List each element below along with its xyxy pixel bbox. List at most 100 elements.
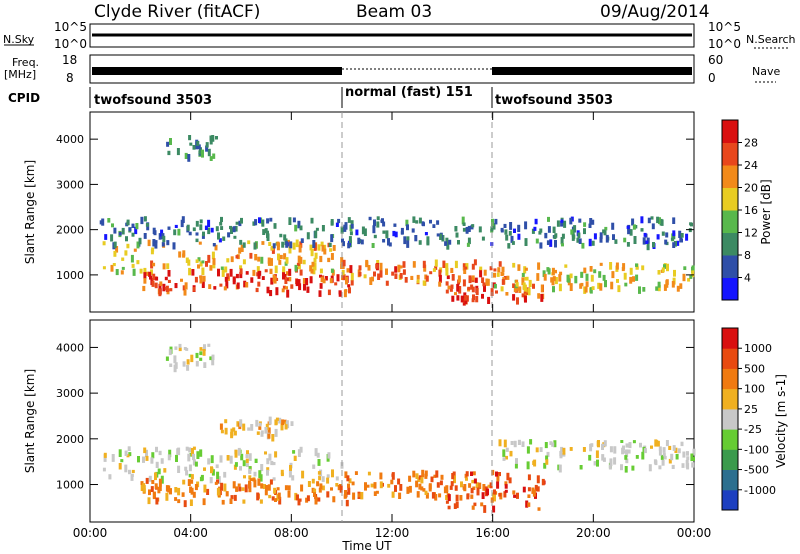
data-pixel [360, 492, 364, 500]
data-pixel [238, 486, 242, 492]
data-pixel [330, 487, 333, 491]
colorbar-swatch [722, 429, 738, 450]
velocity-panel: 1000 2000 3000 4000 Slant Range [km] 1000 50… [23, 319, 788, 523]
data-pixel [196, 451, 200, 459]
data-pixel [281, 419, 285, 426]
y-tick-label: 3000 [56, 387, 84, 400]
data-pixel [675, 453, 679, 460]
data-pixel [167, 279, 171, 283]
data-pixel [348, 236, 352, 244]
colorbar-tick-label: 16 [744, 204, 758, 217]
data-pixel [504, 484, 508, 489]
data-pixel [310, 248, 314, 257]
data-pixel [103, 452, 107, 458]
data-pixel [425, 492, 429, 499]
data-pixel [152, 491, 156, 498]
data-pixel [158, 450, 162, 456]
data-pixel [645, 240, 649, 244]
data-pixel [671, 464, 675, 469]
velocity-y-ticks: 1000 2000 3000 4000 [56, 341, 694, 492]
data-pixel [347, 242, 351, 249]
data-pixel [324, 276, 328, 281]
data-pixel [536, 273, 540, 281]
data-pixel [211, 469, 215, 476]
data-pixel [527, 474, 531, 481]
data-pixel [552, 286, 555, 293]
data-pixel [241, 487, 245, 491]
data-pixel [390, 479, 394, 485]
data-pixel [169, 488, 172, 495]
data-pixel [270, 245, 274, 251]
data-pixel [652, 242, 655, 248]
data-pixel [219, 455, 223, 463]
data-pixel [260, 256, 264, 264]
data-pixel [199, 347, 203, 351]
data-pixel [661, 231, 665, 236]
data-pixel [345, 276, 348, 285]
data-pixel [180, 219, 184, 228]
data-pixel [192, 459, 196, 466]
data-pixel [569, 447, 573, 451]
data-pixel [250, 424, 254, 431]
data-pixel [536, 486, 540, 492]
data-pixel [242, 423, 246, 431]
data-pixel [264, 269, 268, 273]
data-pixel [397, 264, 401, 273]
data-pixel [130, 254, 134, 263]
data-pixel [471, 298, 475, 303]
data-pixel [151, 280, 155, 287]
data-pixel [438, 275, 442, 283]
data-pixel [544, 442, 548, 449]
data-pixel [458, 286, 462, 294]
colorbar-swatch [722, 469, 738, 491]
data-pixel [159, 281, 163, 286]
data-pixel [155, 461, 159, 468]
data-pixel [160, 229, 164, 237]
data-pixel [466, 242, 470, 247]
data-pixel [244, 484, 248, 493]
data-pixel [242, 242, 246, 248]
data-pixel [188, 447, 192, 453]
data-pixel [408, 475, 412, 482]
data-pixel [230, 227, 233, 234]
data-pixel [102, 266, 106, 270]
data-pixel [473, 502, 477, 507]
colorbar-tick-label: 8 [744, 249, 751, 262]
data-pixel [343, 224, 347, 232]
data-pixel [460, 295, 464, 303]
data-pixel [420, 486, 424, 491]
data-pixel [674, 241, 677, 247]
data-pixel [513, 440, 517, 448]
data-pixel [491, 469, 495, 476]
data-pixel [525, 288, 529, 293]
data-pixel [314, 230, 318, 239]
data-pixel [589, 443, 593, 452]
data-pixel [191, 448, 194, 456]
data-pixel [343, 494, 347, 499]
data-pixel [489, 482, 493, 489]
data-pixel [120, 270, 124, 275]
data-pixel [439, 233, 443, 240]
data-pixel [167, 485, 171, 493]
data-pixel [190, 487, 194, 495]
data-pixel [554, 240, 557, 248]
data-pixel [248, 488, 252, 493]
data-pixel [330, 268, 334, 273]
data-pixel [581, 242, 585, 249]
data-pixel [302, 278, 306, 284]
data-pixel [187, 154, 191, 162]
data-pixel [319, 274, 322, 278]
data-pixel [149, 275, 152, 280]
power-data-marks [99, 135, 695, 306]
data-pixel [160, 475, 164, 484]
data-pixel [424, 470, 428, 477]
data-pixel [233, 494, 237, 501]
data-pixel [229, 498, 233, 504]
data-pixel [546, 451, 550, 457]
data-pixel [347, 483, 350, 488]
data-pixel [505, 455, 508, 460]
data-pixel [680, 233, 684, 238]
data-pixel [365, 259, 369, 267]
data-pixel [346, 268, 350, 273]
data-pixel [379, 472, 383, 480]
